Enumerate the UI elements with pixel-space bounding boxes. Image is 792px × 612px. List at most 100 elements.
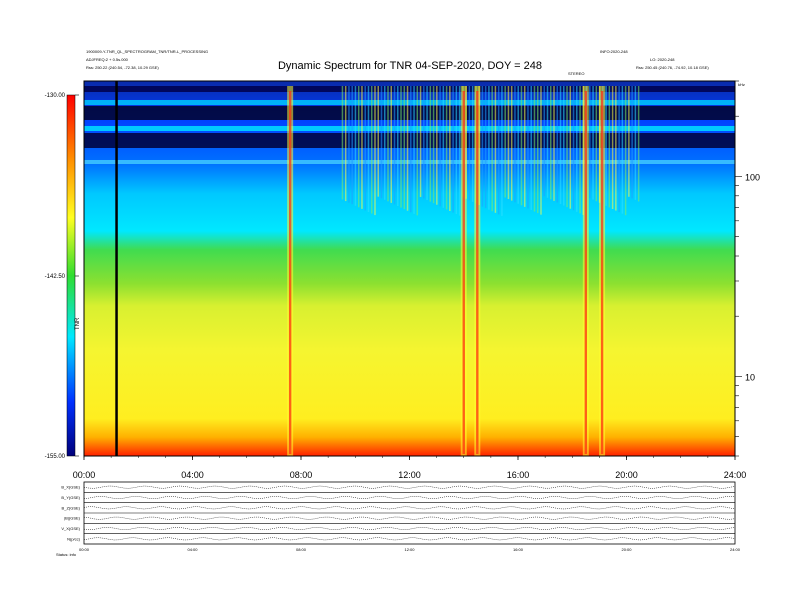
streak (403, 86, 406, 210)
streak (449, 86, 451, 211)
streak (380, 86, 383, 199)
colorbar-tick-label: -142.50 (45, 274, 66, 280)
x-axis: 00:00 04:00 08:00 12:00 16:00 20:00 24:00 (73, 456, 746, 480)
lower-x-tick-label: 24:00 (730, 547, 741, 552)
streak (494, 86, 497, 213)
spectrogram (84, 81, 735, 456)
frequency-band (84, 126, 735, 131)
streak (618, 86, 620, 213)
lower-panel-trace (83, 527, 736, 530)
streak (400, 86, 402, 208)
lower-panel-label: B_X(GSE) (61, 485, 80, 490)
streak (393, 86, 396, 205)
header-right-line-1: INFO:2020-248 (600, 49, 628, 54)
streak (530, 86, 532, 210)
x-tick-label: 16:00 (507, 470, 530, 480)
streak (624, 86, 627, 216)
lower-x-tick-label: 04:00 (187, 547, 198, 552)
streak (595, 86, 598, 202)
colorbar-tick-label: -155.00 (45, 454, 66, 460)
streak (540, 86, 542, 215)
lower-x-tick-label: 12:00 (404, 547, 415, 552)
streak (348, 86, 350, 203)
colorbar-tick-label: -130.00 (45, 93, 66, 99)
streak (445, 86, 448, 210)
streak (471, 86, 474, 202)
streak (563, 86, 565, 206)
streak (504, 86, 506, 198)
streak (510, 86, 513, 201)
lower-x-tick-label: 20:00 (621, 547, 632, 552)
header-right-line-3: Rss: 250.45 (240.76, -74.92, 10.18 GSE) (636, 65, 709, 70)
lower-panels: B_X(GSE) B_Y(GSE) B_Z(GSE) |B|(GSE) V_X(GSE)… (61, 481, 741, 552)
streak (484, 86, 487, 209)
colorbar (66, 94, 76, 457)
lower-panel-trace (83, 496, 736, 499)
streak (556, 86, 559, 203)
streak (589, 86, 591, 199)
streak (410, 86, 412, 213)
streak (497, 86, 500, 215)
streak (576, 86, 578, 212)
streak (377, 86, 379, 197)
streak (488, 86, 490, 210)
streak (608, 86, 611, 208)
streak (491, 86, 493, 212)
lower-panel-trace (83, 516, 736, 520)
lower-panel-label: B_Y(GSE) (61, 495, 80, 500)
streak (572, 86, 575, 211)
streak (442, 86, 445, 208)
streak (455, 86, 458, 215)
header-center-small: STEREO (568, 71, 584, 76)
streak (351, 86, 353, 205)
x-tick-label: 08:00 (290, 470, 313, 480)
streak (550, 86, 552, 200)
streak (579, 86, 581, 214)
streak (514, 86, 516, 203)
streak (367, 86, 370, 212)
streak (416, 86, 419, 216)
burst (584, 91, 588, 454)
lower-panel-label: B_Z(GSE) (62, 505, 81, 510)
x-tick-label: 12:00 (398, 470, 421, 480)
x-tick-label: 04:00 (181, 470, 204, 480)
streak (481, 86, 484, 207)
streak (419, 86, 422, 197)
streak (344, 86, 347, 202)
y-tick-label: 10 (745, 372, 755, 382)
y-axis: 10 100 (735, 80, 760, 457)
header-right-line-2: LO: 2020-248 (650, 57, 675, 62)
streak (341, 86, 344, 200)
burst (476, 91, 479, 454)
colorbar-label: TNR (75, 317, 81, 330)
y-unit-label: kHz (738, 82, 745, 87)
streak (458, 86, 461, 216)
streak (569, 86, 572, 209)
streak (631, 86, 633, 199)
streak (611, 86, 614, 209)
streak (390, 86, 393, 203)
streak (413, 86, 415, 214)
streak (615, 86, 617, 211)
streak (452, 86, 454, 213)
burst (288, 91, 292, 454)
streak (520, 86, 523, 206)
streak (439, 86, 441, 207)
streak (637, 86, 640, 202)
lower-panel-label: V_X(GSE) (61, 526, 80, 531)
streak (566, 86, 568, 208)
streak (628, 86, 630, 197)
streak (387, 86, 389, 202)
streak (397, 86, 399, 207)
streak (501, 86, 503, 216)
streak (468, 86, 471, 201)
streak (621, 86, 624, 214)
header-left: 1900009-Y-TNR_QL_SPECTROGRAM_TNR/TNR-L_P… (86, 49, 208, 70)
burst (600, 91, 604, 454)
streak (517, 86, 519, 204)
streak (384, 86, 386, 200)
frequency-band (84, 106, 735, 120)
lower-x-tick-label: 00:00 (79, 547, 90, 552)
streak (523, 86, 526, 207)
